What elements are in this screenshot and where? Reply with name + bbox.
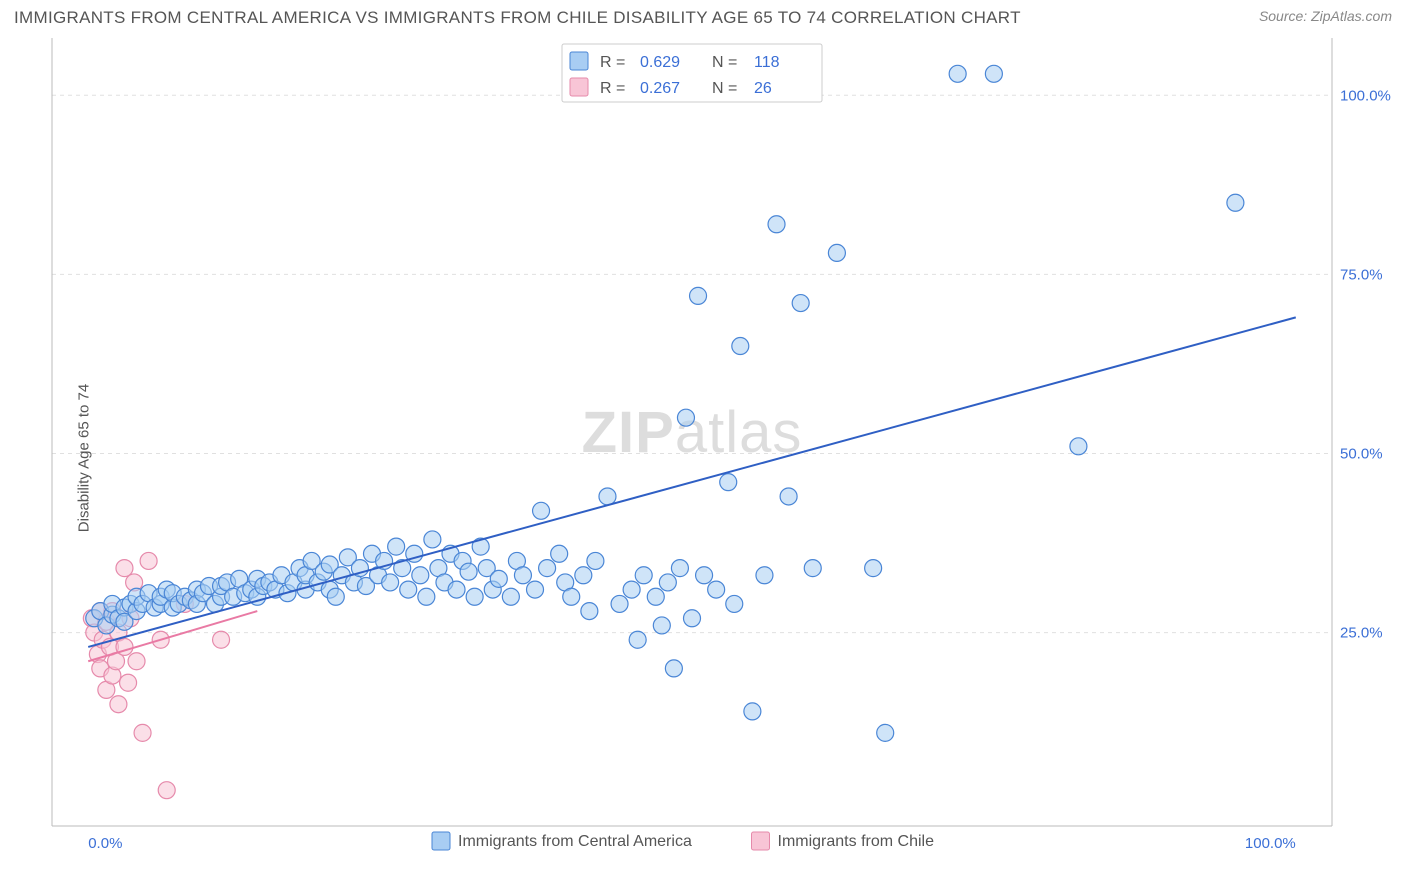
data-point <box>635 567 652 584</box>
data-point <box>140 552 157 569</box>
data-point <box>581 603 598 620</box>
legend-r-value: 0.629 <box>640 54 680 71</box>
data-point <box>418 588 435 605</box>
data-point <box>671 560 688 577</box>
data-point <box>708 581 725 598</box>
scatter-chart: 25.0% 50.0% 75.0% 100.0% ZIPatlas 0.0% 100.0% R… <box>14 38 1392 878</box>
y-tick-label: 50.0% <box>1340 445 1383 462</box>
trend-line <box>88 317 1296 647</box>
data-point <box>502 588 519 605</box>
data-point <box>623 581 640 598</box>
data-point <box>949 65 966 82</box>
data-point <box>611 595 628 612</box>
data-point <box>665 660 682 677</box>
legend-series: Immigrants from Central America Immigrant… <box>432 832 934 850</box>
x-tick-label: 0.0% <box>88 835 122 852</box>
data-point <box>744 703 761 720</box>
data-point <box>460 563 477 580</box>
data-point <box>527 581 544 598</box>
data-point <box>120 674 137 691</box>
data-point <box>684 610 701 627</box>
data-point <box>466 588 483 605</box>
data-point <box>116 560 133 577</box>
legend-r-value: 0.267 <box>640 80 680 97</box>
data-point <box>599 488 616 505</box>
data-point <box>877 724 894 741</box>
svg-text:N =: N = <box>712 80 737 97</box>
data-point <box>327 588 344 605</box>
data-point <box>780 488 797 505</box>
data-point <box>792 295 809 312</box>
legend-series-label: Immigrants from Central America <box>458 833 692 850</box>
data-point <box>629 631 646 648</box>
data-point <box>865 560 882 577</box>
data-point <box>804 560 821 577</box>
data-point <box>985 65 1002 82</box>
data-point <box>726 595 743 612</box>
data-point <box>424 531 441 548</box>
data-point <box>158 782 175 799</box>
data-point <box>659 574 676 591</box>
data-point <box>720 474 737 491</box>
source-attribution: Source: ZipAtlas.com <box>1259 8 1392 24</box>
data-point <box>539 560 556 577</box>
data-point <box>1070 438 1087 455</box>
y-axis-label: Disability Age 65 to 74 <box>76 384 93 532</box>
legend-n-value: 26 <box>754 80 772 97</box>
data-point <box>514 567 531 584</box>
data-point <box>653 617 670 634</box>
data-point <box>412 567 429 584</box>
data-point <box>677 409 694 426</box>
data-point <box>388 538 405 555</box>
y-tick-label: 25.0% <box>1340 625 1383 642</box>
data-point <box>696 567 713 584</box>
data-point <box>128 653 145 670</box>
watermark: ZIPatlas <box>582 400 803 465</box>
data-point <box>213 631 230 648</box>
legend-n-value: 118 <box>754 54 780 71</box>
data-point <box>533 502 550 519</box>
svg-text:R =: R = <box>600 80 625 97</box>
data-point <box>587 552 604 569</box>
data-point <box>400 581 417 598</box>
legend-stats: R = 0.629 N = 118 R = 0.267 N = 26 <box>562 44 822 102</box>
x-tick-label: 100.0% <box>1245 835 1296 852</box>
data-point <box>563 588 580 605</box>
data-point <box>828 244 845 261</box>
y-tick-label: 75.0% <box>1340 266 1383 283</box>
data-point <box>490 570 507 587</box>
data-point <box>448 581 465 598</box>
data-point <box>1227 194 1244 211</box>
data-point <box>382 574 399 591</box>
data-point <box>690 287 707 304</box>
svg-text:N =: N = <box>712 54 737 71</box>
data-point <box>551 545 568 562</box>
data-point <box>732 338 749 355</box>
legend-series-label: Immigrants from Chile <box>778 833 935 850</box>
data-point <box>768 216 785 233</box>
data-point <box>110 696 127 713</box>
svg-text:R =: R = <box>600 54 625 71</box>
data-point <box>647 588 664 605</box>
chart-title: IMMIGRANTS FROM CENTRAL AMERICA VS IMMIG… <box>14 8 1021 28</box>
y-tick-label: 100.0% <box>1340 87 1391 104</box>
data-point <box>575 567 592 584</box>
data-point <box>756 567 773 584</box>
chart-container: Disability Age 65 to 74 25.0% 50.0% 75.0% 1… <box>14 38 1392 878</box>
data-point <box>134 724 151 741</box>
